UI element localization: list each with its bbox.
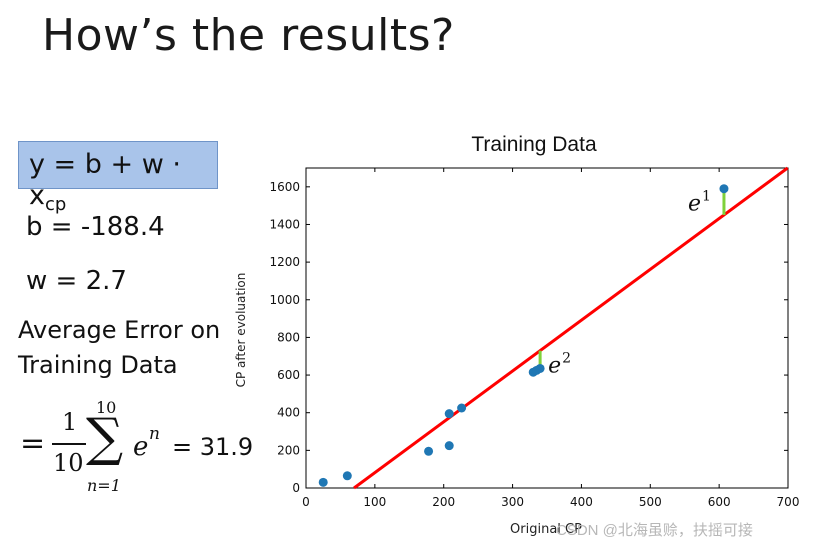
axis-ticks: 0 100 200 300 400 500 600 700 0 200 400 600 800 1000 1… bbox=[269, 168, 799, 509]
average-error-label: Average Error on Training Data bbox=[18, 313, 220, 383]
y-tick-label: 1000 bbox=[269, 293, 300, 307]
error-label-superscript: 2 bbox=[562, 350, 571, 366]
y-axis-label: CP after evoluation bbox=[234, 273, 248, 388]
b-value: b = -188.4 bbox=[26, 212, 165, 242]
regression-line bbox=[353, 166, 789, 490]
average-error-line1: Average Error on bbox=[18, 316, 221, 344]
error-label: e bbox=[548, 353, 561, 378]
watermark: CSDN @北海虽赊，扶摇可接 bbox=[556, 522, 753, 539]
sum-symbol: ∑ bbox=[86, 408, 124, 468]
sum-upper-limit: 10 bbox=[96, 398, 117, 417]
y-tick-label: 1200 bbox=[269, 255, 300, 269]
formula-subscript: cp bbox=[44, 194, 67, 215]
sum-term-exponent: n bbox=[149, 424, 160, 444]
data-point bbox=[535, 363, 545, 373]
data-point bbox=[342, 471, 352, 481]
x-tick-label: 200 bbox=[432, 495, 455, 509]
fraction-numerator: 1 bbox=[62, 408, 78, 436]
x-tick-label: 100 bbox=[363, 495, 386, 509]
error-label-superscript: 1 bbox=[702, 189, 711, 205]
sum-term-base: e bbox=[133, 432, 149, 462]
error-label: e bbox=[688, 192, 701, 217]
error-labels: e 1e 2 bbox=[548, 189, 711, 379]
x-tick-label: 400 bbox=[570, 495, 593, 509]
y-tick-label: 200 bbox=[277, 443, 300, 457]
data-point bbox=[444, 409, 454, 419]
data-point bbox=[719, 184, 729, 194]
y-tick-label: 400 bbox=[277, 406, 300, 420]
data-point bbox=[444, 441, 454, 451]
model-formula-box: y = b + w · xcp bbox=[18, 141, 218, 215]
fit-line-group bbox=[353, 166, 789, 490]
x-tick-label: 0 bbox=[302, 495, 310, 509]
average-error-line2: Training Data bbox=[18, 351, 178, 379]
slide-title: How’s the results? bbox=[42, 10, 455, 61]
y-tick-label: 800 bbox=[277, 330, 300, 344]
data-points bbox=[318, 184, 729, 487]
average-error-result: = 31.9 bbox=[172, 433, 254, 461]
data-point bbox=[424, 446, 434, 456]
data-point bbox=[457, 403, 467, 413]
y-tick-label: 600 bbox=[277, 368, 300, 382]
x-tick-label: 700 bbox=[777, 495, 800, 509]
w-value: w = 2.7 bbox=[26, 266, 127, 296]
chart-title: Training Data bbox=[471, 133, 597, 156]
formula-main: y = b + w · x bbox=[29, 149, 181, 211]
x-tick-label: 300 bbox=[501, 495, 524, 509]
y-tick-label: 1600 bbox=[269, 180, 300, 194]
fraction-denominator: 10 bbox=[53, 449, 84, 477]
sum-lower-limit: n=1 bbox=[87, 476, 121, 495]
y-tick-label: 0 bbox=[292, 481, 300, 495]
y-tick-label: 1400 bbox=[269, 217, 300, 231]
x-axis-label: Original CP bbox=[510, 522, 582, 537]
x-tick-label: 500 bbox=[639, 495, 662, 509]
plot-frame bbox=[305, 167, 789, 489]
x-tick-label: 600 bbox=[708, 495, 731, 509]
fraction-bar bbox=[52, 443, 86, 445]
data-point bbox=[318, 477, 328, 487]
equals-sign: = bbox=[20, 426, 46, 461]
